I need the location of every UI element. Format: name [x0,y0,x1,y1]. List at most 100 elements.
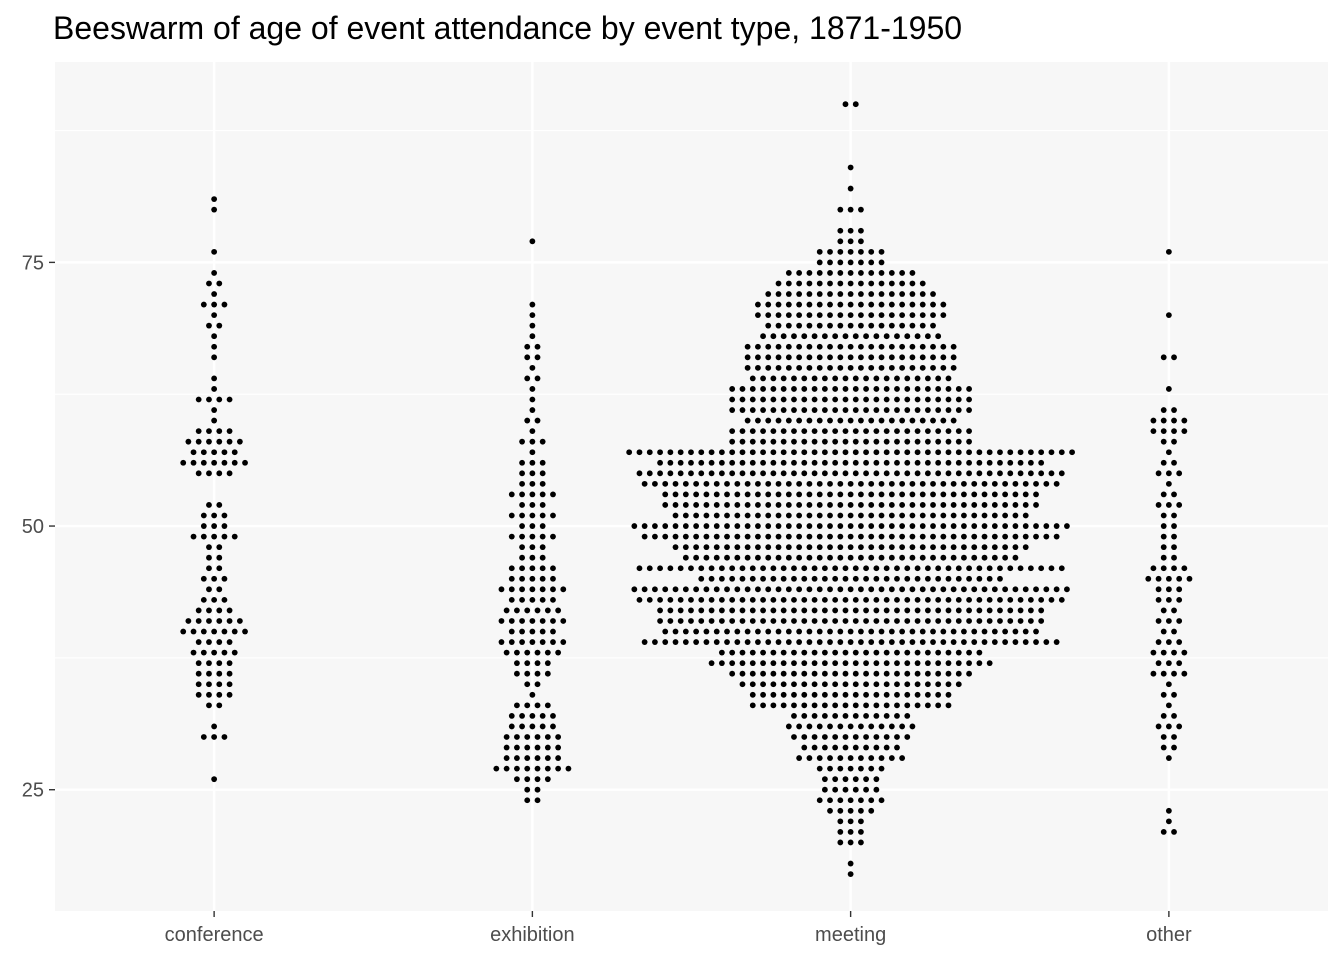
data-point-meeting [770,375,777,382]
data-point-exhibition [529,618,536,624]
data-point-meeting [981,628,988,635]
data-point-meeting [878,280,885,287]
data-point-meeting [688,607,694,614]
data-point-meeting [672,491,679,498]
data-point-meeting [827,491,833,498]
data-point-meeting [708,575,715,582]
data-point-meeting [821,333,828,340]
data-point-meeting [858,512,864,519]
data-point-other [1176,575,1183,582]
data-point-meeting [708,449,715,456]
data-point-meeting [930,301,936,308]
data-point-exhibition [493,765,500,772]
data-point-meeting [945,618,952,624]
data-point-meeting [847,628,854,635]
data-point-meeting [935,459,942,466]
data-point-meeting [966,618,972,624]
data-point-exhibition [539,586,546,593]
data-point-meeting [734,586,741,593]
data-point-meeting [821,607,828,614]
data-point-meeting [935,565,942,572]
data-point-meeting [878,544,885,551]
data-point-meeting [755,533,761,540]
data-point-meeting [796,417,803,424]
data-point-meeting [868,544,875,551]
data-point-meeting [842,459,849,466]
data-point-meeting [827,533,833,540]
data-point-meeting [945,470,952,477]
data-point-meeting [693,502,700,508]
data-point-other [1171,829,1177,835]
data-point-meeting [1027,565,1034,572]
data-point-meeting [791,575,797,582]
data-point-meeting [883,575,890,582]
data-point-meeting [837,765,844,772]
data-point-meeting [883,702,890,709]
data-point-meeting [791,618,797,624]
data-point-other [1181,670,1188,677]
data-point-meeting [873,449,880,456]
data-point-meeting [693,544,700,551]
data-point-meeting [863,691,869,698]
data-point-meeting [682,523,689,529]
data-point-meeting [667,596,674,603]
data-point-meeting [821,649,828,656]
data-point-meeting [1022,628,1029,635]
data-point-meeting [858,829,864,835]
data-point-meeting [713,544,720,551]
data-point-other [1171,533,1177,540]
data-point-meeting [888,554,895,561]
data-point-meeting [816,480,823,487]
data-point-conference [216,670,223,677]
data-point-meeting [755,554,761,561]
data-point-exhibition [503,607,510,614]
data-point-meeting [914,459,921,466]
data-point-meeting [791,702,797,709]
data-point-meeting [894,407,900,413]
data-point-meeting [1002,628,1009,635]
data-point-meeting [873,375,880,382]
data-point-conference [216,544,223,551]
data-point-meeting [796,480,803,487]
data-point-meeting [749,691,756,698]
data-point-meeting [832,649,839,656]
data-point-meeting [909,343,916,350]
data-point-meeting [770,691,777,698]
data-point-meeting [842,702,849,709]
data-point-other [1145,575,1152,582]
data-point-meeting [744,354,751,361]
data-point-meeting [924,607,931,614]
data-point-meeting [858,238,864,245]
data-point-meeting [991,523,998,529]
data-point-meeting [739,670,746,677]
data-point-exhibition [519,502,525,508]
data-point-meeting [729,565,736,572]
data-point-meeting [873,712,880,719]
data-point-meeting [1002,544,1009,551]
data-point-meeting [1058,596,1065,603]
data-point-meeting [703,554,710,561]
data-point-meeting [698,470,705,477]
data-point-meeting [811,649,818,656]
data-point-meeting [672,639,679,645]
data-point-meeting [755,312,761,319]
data-point-meeting [966,459,972,466]
data-point-meeting [827,523,833,529]
data-point-meeting [827,512,833,519]
data-point-meeting [806,480,813,487]
data-point-exhibition [534,797,541,804]
data-point-meeting [847,259,854,266]
data-point-meeting [806,364,813,371]
data-point-other [1160,829,1167,835]
data-point-meeting [791,407,797,413]
data-point-meeting [837,512,844,519]
data-point-conference [190,459,197,466]
data-point-meeting [672,544,679,551]
data-point-meeting [888,291,895,297]
data-point-meeting [755,512,761,519]
data-point-meeting [935,470,942,477]
data-point-meeting [837,364,844,371]
data-point-exhibition [524,375,531,382]
data-point-conference [206,396,212,403]
data-point-meeting [780,333,787,340]
